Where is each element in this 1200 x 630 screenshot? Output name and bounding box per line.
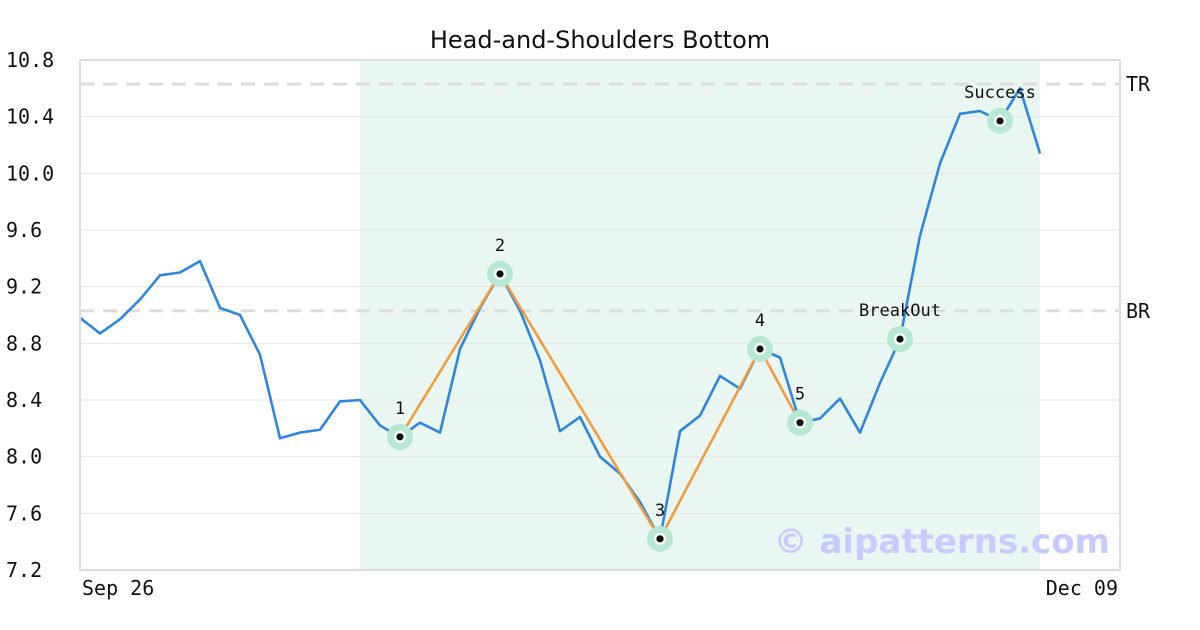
y-tick-label: 8.8 xyxy=(6,331,42,355)
price-line xyxy=(79,87,1042,541)
marker-point-4 xyxy=(756,345,764,353)
x-tick-label-end: Dec 09 xyxy=(1046,576,1118,600)
marker-point-2 xyxy=(496,270,504,278)
marker-label-1: 1 xyxy=(395,399,405,419)
marker-label-2: 2 xyxy=(495,236,505,256)
marker-label-4: 4 xyxy=(755,311,765,331)
y-tick-label: 10.4 xyxy=(6,105,54,129)
marker-point-5 xyxy=(796,419,804,427)
marker-label-breakout: BreakOut xyxy=(859,301,941,321)
marker-point-success xyxy=(996,117,1004,125)
reference-label-tr: TR xyxy=(1126,72,1151,96)
x-tick-label-start: Sep 26 xyxy=(82,576,154,600)
plot-frame xyxy=(79,59,1121,571)
y-tick-label: 8.0 xyxy=(6,445,42,469)
y-tick-label: 7.2 xyxy=(6,558,42,582)
marker-point-1 xyxy=(396,433,404,441)
chart-title: Head-and-Shoulders Bottom xyxy=(430,26,770,54)
marker-point-3 xyxy=(656,535,664,543)
marker-label-success: Success xyxy=(964,83,1036,103)
y-tick-label: 10.0 xyxy=(6,161,54,185)
y-tick-label: 10.8 xyxy=(6,48,54,72)
marker-point-breakout xyxy=(896,335,904,343)
y-tick-label: 9.6 xyxy=(6,218,42,242)
y-tick-label: 9.2 xyxy=(6,275,42,299)
y-tick-label: 7.6 xyxy=(6,501,42,525)
reference-label-br: BR xyxy=(1126,299,1151,323)
watermark: © aipatterns.com xyxy=(774,522,1110,562)
y-tick-label: 8.4 xyxy=(6,388,42,412)
marker-label-3: 3 xyxy=(655,501,665,521)
marker-label-5: 5 xyxy=(795,385,805,405)
